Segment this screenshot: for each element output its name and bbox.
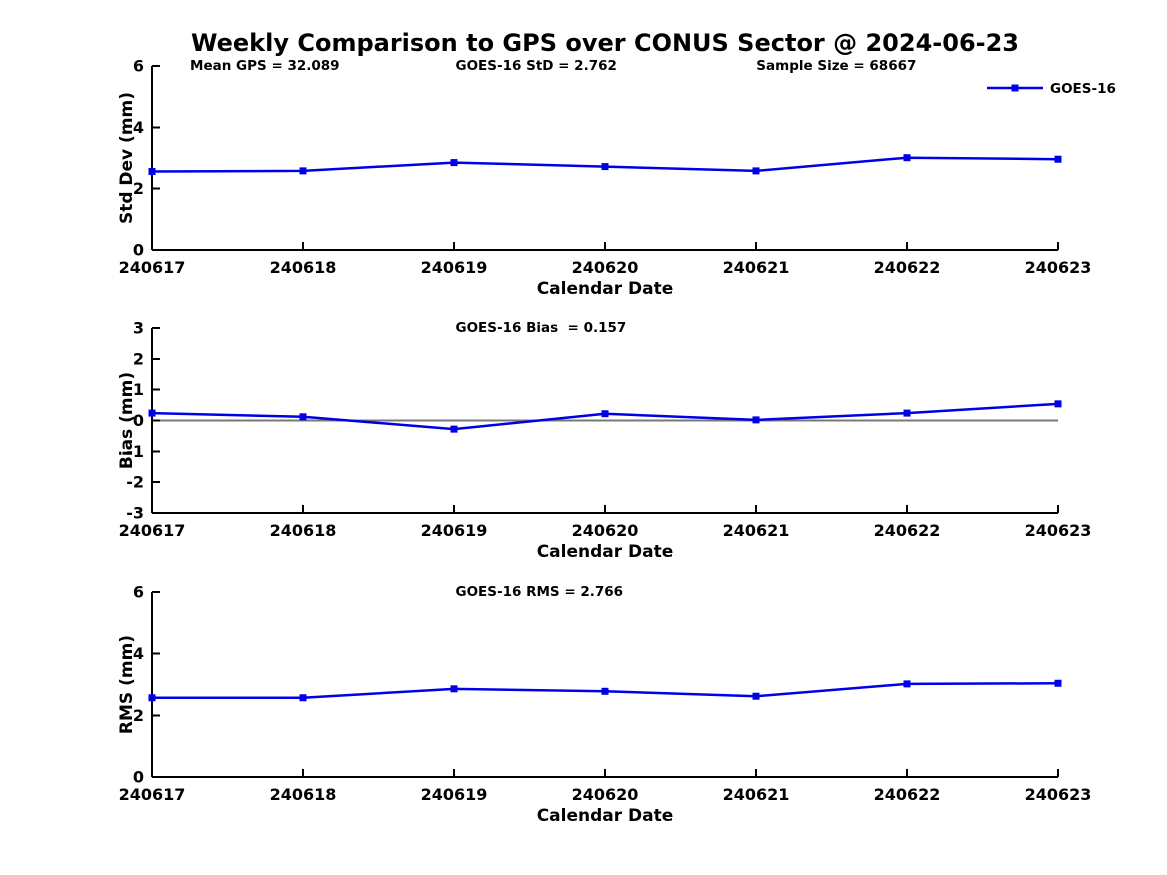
x-tick-label: 240621 — [723, 258, 790, 277]
y-tick-label: 0 — [133, 768, 144, 787]
data-point — [601, 163, 609, 171]
x-tick-label: 240619 — [421, 521, 488, 540]
y-tick-label: 4 — [133, 644, 144, 663]
x-tick-label: 240618 — [270, 785, 337, 804]
y-tick-label: -3 — [126, 504, 144, 523]
data-point — [450, 685, 458, 693]
data-point — [148, 694, 156, 702]
figure-title: Weekly Comparison to GPS over CONUS Sect… — [190, 29, 1019, 57]
data-point — [601, 687, 609, 695]
data-point — [903, 680, 911, 688]
x-tick-label: 240621 — [723, 521, 790, 540]
data-point — [450, 159, 458, 167]
x-tick-label: 240618 — [270, 258, 337, 277]
annotation: GOES-16 RMS = 2.766 — [456, 584, 624, 600]
y-tick-label: -2 — [126, 473, 144, 492]
x-tick-label: 240622 — [874, 521, 941, 540]
x-tick-label: 240623 — [1025, 521, 1092, 540]
y-tick-label: 4 — [133, 118, 144, 137]
legend-marker — [1011, 84, 1019, 92]
data-point — [752, 692, 760, 700]
data-point — [299, 694, 307, 702]
x-tick-label: 240619 — [421, 258, 488, 277]
y-tick-label: 1 — [133, 380, 144, 399]
data-point — [299, 413, 307, 421]
y-tick-label: 6 — [133, 583, 144, 602]
x-axis-label: Calendar Date — [537, 279, 674, 299]
y-tick-label: 2 — [133, 706, 144, 725]
x-tick-label: 240619 — [421, 785, 488, 804]
data-point — [450, 425, 458, 433]
y-axis-label: Std Dev (mm) — [117, 92, 137, 224]
x-tick-label: 240620 — [572, 785, 639, 804]
annotation: Sample Size = 68667 — [756, 58, 916, 74]
annotation: Mean GPS = 32.089 — [190, 58, 340, 74]
data-point — [1054, 679, 1062, 687]
y-axis-label: Bias (mm) — [117, 372, 137, 469]
y-tick-label: 3 — [133, 319, 144, 338]
data-point — [148, 409, 156, 417]
y-tick-label: 0 — [133, 411, 144, 430]
data-point — [148, 167, 156, 175]
x-tick-label: 240618 — [270, 521, 337, 540]
data-point — [752, 167, 760, 175]
x-tick-label: 240621 — [723, 785, 790, 804]
x-tick-label: 240623 — [1025, 258, 1092, 277]
data-point — [601, 410, 609, 418]
annotation: GOES-16 Bias = 0.157 — [456, 320, 627, 336]
x-tick-label: 240617 — [119, 785, 186, 804]
x-tick-label: 240623 — [1025, 785, 1092, 804]
annotation: GOES-16 StD = 2.762 — [456, 58, 617, 74]
data-point — [752, 416, 760, 424]
x-axis-label: Calendar Date — [537, 806, 674, 826]
data-point — [903, 154, 911, 162]
y-tick-label: 6 — [133, 57, 144, 76]
y-tick-label: -1 — [126, 442, 144, 461]
subplot-bias: -3 -2 -1 0 1 2 3 240617 240618 240619 240620 240621… — [117, 319, 1091, 563]
x-tick-label: 240620 — [572, 521, 639, 540]
legend: GOES-16 — [987, 81, 1116, 97]
data-point — [1054, 155, 1062, 163]
x-tick-label: 240622 — [874, 785, 941, 804]
legend-label: GOES-16 — [1050, 81, 1116, 97]
y-axis-label: RMS (mm) — [117, 635, 137, 734]
x-tick-label: 240620 — [572, 258, 639, 277]
y-tick-label: 2 — [133, 349, 144, 368]
data-point — [903, 409, 911, 417]
x-axis-label: Calendar Date — [537, 542, 674, 562]
subplot-std-dev: 0 2 4 6 240617 240618 240619 240620 240621 240622… — [117, 57, 1116, 300]
y-tick-label: 0 — [133, 241, 144, 260]
x-tick-label: 240622 — [874, 258, 941, 277]
x-tick-label: 240617 — [119, 521, 186, 540]
subplot-rms: 0 2 4 6 240617 240618 240619 240620 240621 240622… — [117, 583, 1091, 827]
y-tick-label: 2 — [133, 179, 144, 198]
data-point — [1054, 400, 1062, 408]
x-tick-label: 240617 — [119, 258, 186, 277]
data-point — [299, 167, 307, 175]
